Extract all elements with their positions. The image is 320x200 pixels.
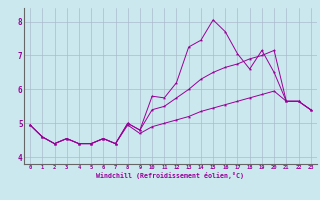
X-axis label: Windchill (Refroidissement éolien,°C): Windchill (Refroidissement éolien,°C) — [96, 172, 244, 179]
